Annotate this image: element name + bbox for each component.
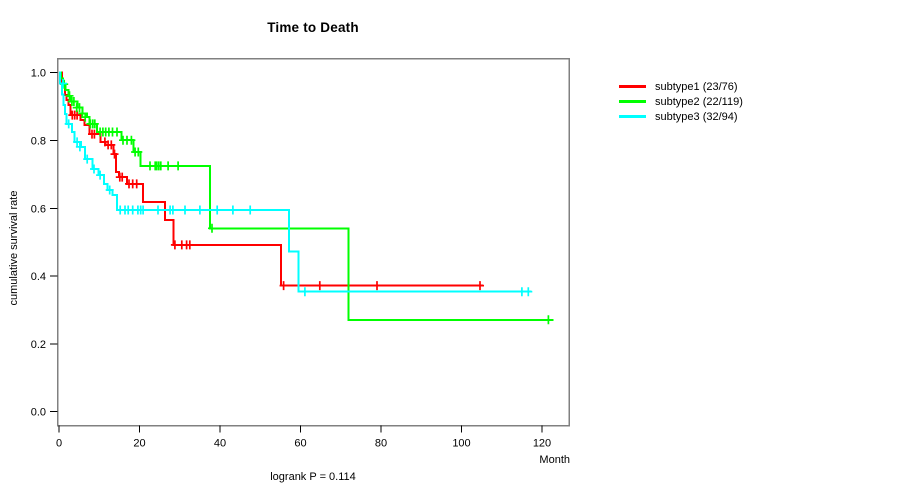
legend-label: subtype3 (32/94) — [655, 110, 738, 123]
legend: subtype1 (23/76) subtype2 (22/119) subtype… — [619, 79, 743, 124]
x-tick-label: 0 — [56, 438, 62, 450]
survival-curve-2 — [59, 71, 554, 321]
x-tick-label: 80 — [375, 438, 387, 450]
legend-item-1: subtype1 (23/76) — [619, 79, 743, 94]
x-tick-label: 120 — [533, 438, 551, 450]
legend-line-swatch — [619, 100, 646, 103]
legend-label: subtype1 (23/76) — [655, 80, 738, 93]
y-tick-label: 0.6 — [31, 203, 46, 215]
censor-marks-3 — [59, 79, 533, 297]
x-tick-label: 20 — [133, 438, 145, 450]
legend-item-3: subtype3 (32/94) — [619, 109, 743, 124]
y-tick-label: 0.2 — [31, 339, 46, 351]
censor-marks-2 — [60, 79, 553, 325]
y-tick-label: 0.4 — [31, 271, 46, 283]
x-tick-label: 60 — [294, 438, 306, 450]
survival-curve-3 — [59, 71, 532, 293]
censor-marks-1 — [68, 110, 484, 291]
legend-line-swatch — [619, 115, 646, 118]
plot-border — [56, 57, 570, 427]
y-tick-label: 0.0 — [31, 407, 46, 419]
y-tick-label: 0.8 — [31, 136, 46, 148]
legend-item-2: subtype2 (22/119) — [619, 94, 743, 109]
x-tick-label: 100 — [452, 438, 470, 450]
legend-label: subtype2 (22/119) — [655, 95, 743, 108]
chart-title: Time to Death — [267, 20, 359, 35]
y-tick-label: 1.0 — [31, 68, 46, 80]
legend-line-swatch — [619, 85, 646, 88]
x-axis-title: Month — [539, 454, 570, 466]
logrank-p-annotation: logrank P = 0.114 — [270, 471, 356, 483]
x-tick-label: 40 — [214, 438, 226, 450]
